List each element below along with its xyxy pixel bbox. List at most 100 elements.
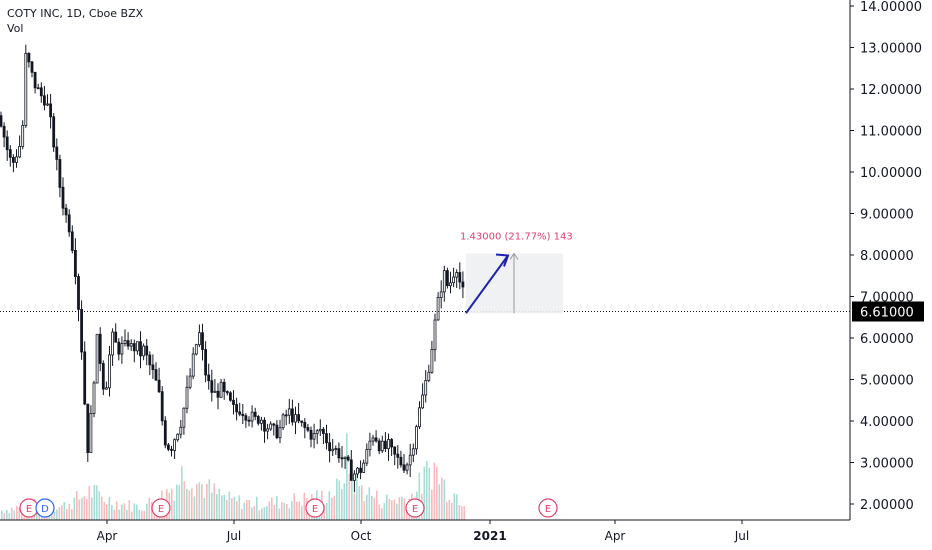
volume-bar [203, 498, 206, 520]
candle-body [228, 392, 232, 401]
volume-bar [113, 509, 116, 520]
volume-bar [256, 496, 258, 520]
volume-bar [226, 499, 228, 520]
volume-bar [241, 509, 243, 520]
candle-body [43, 95, 46, 106]
volume-bar [438, 484, 441, 520]
volume-bar [186, 488, 188, 520]
candle-body [148, 354, 152, 366]
candle-body [135, 341, 139, 352]
y-tick-label: 3.00000 [860, 457, 914, 472]
volume-bar [343, 483, 346, 520]
volume-bar [6, 509, 8, 520]
volume-bar [396, 503, 398, 520]
candle-body [377, 440, 381, 452]
volume-bar [456, 494, 458, 520]
candle-body [303, 421, 307, 428]
volume-bar [373, 497, 376, 520]
volume-bar [128, 500, 131, 520]
candle-body [287, 408, 291, 416]
trend-arrow[interactable] [465, 254, 509, 314]
candle-body [272, 423, 276, 426]
candle-body [5, 136, 9, 151]
candle-body [318, 428, 322, 432]
volume-bar [286, 504, 288, 520]
candle-body [356, 467, 359, 475]
candle-body [49, 103, 52, 118]
volume-indicator-label[interactable]: Vol [7, 22, 24, 35]
candle-body [105, 387, 108, 390]
volume-bar [183, 481, 186, 520]
candle-body [343, 456, 347, 459]
volume-bar [178, 484, 181, 520]
candle-body [337, 448, 341, 459]
volume-bar [213, 483, 216, 520]
earnings-marker-label: E [545, 504, 551, 515]
candle-body [455, 272, 459, 278]
x-tick-label: Apr [605, 529, 626, 543]
volume-bar [426, 461, 428, 520]
volume-bar [268, 501, 271, 520]
volume-bar [451, 502, 453, 520]
earnings-marker[interactable] [151, 498, 171, 518]
volume-bar [73, 497, 76, 520]
candle-body [399, 456, 403, 466]
candle-body [461, 281, 465, 288]
y-tick-label: 4.00000 [860, 415, 914, 430]
dividend-marker[interactable] [35, 498, 55, 518]
y-tick-label: 13.00000 [860, 42, 922, 57]
volume-bar [418, 472, 421, 520]
volume-bar [361, 485, 363, 520]
candle-body [132, 343, 136, 352]
volume-bar [278, 508, 281, 520]
volume-bar [66, 509, 68, 520]
candle-body [442, 270, 446, 293]
candle-body [281, 414, 285, 429]
volume-bar [228, 491, 231, 520]
earnings-marker[interactable] [538, 498, 558, 518]
y-tick-label: 12.00000 [860, 83, 922, 98]
volume-bar [236, 501, 238, 520]
candle-body [8, 149, 12, 158]
candle-body [80, 308, 83, 353]
candle-body [70, 231, 74, 251]
candle-body [402, 464, 406, 471]
candle-body [263, 419, 266, 432]
volume-bar [333, 495, 336, 520]
volume-bar [146, 503, 148, 520]
x-tick-label: Jul [734, 529, 749, 543]
candle-body [436, 296, 440, 321]
volume-bar [263, 507, 266, 520]
candle-body [30, 61, 34, 73]
candle-body [15, 156, 18, 163]
volume-bar [378, 504, 381, 520]
volume-bar [393, 499, 396, 520]
volume-bar [351, 470, 353, 520]
candle-body [259, 419, 263, 424]
volume-bar [76, 491, 78, 520]
candle-body [123, 340, 127, 345]
earnings-marker[interactable] [405, 498, 425, 518]
x-tick-label: Jul [226, 529, 241, 543]
earnings-marker[interactable] [305, 498, 325, 518]
volume-bar [428, 467, 431, 520]
candle-body [92, 382, 96, 414]
symbol-title[interactable]: COTY INC, 1D, Cboe BZX [7, 7, 144, 20]
measure-tool[interactable]: 1.43000 (21.77%) 143 [460, 232, 573, 314]
volume-bar [271, 497, 273, 520]
volume-bar [13, 510, 16, 520]
volume-bar [108, 496, 111, 520]
volume-bar [103, 502, 106, 520]
candle-body [61, 186, 65, 209]
y-tick-label: 10.00000 [860, 166, 922, 181]
volume-bar [441, 477, 443, 520]
candle-body [201, 332, 204, 350]
candle-body [294, 414, 297, 423]
last-price-tag [852, 301, 924, 322]
candle-body [101, 363, 105, 390]
candle-body [241, 413, 245, 417]
candle-body [418, 407, 421, 428]
candlestick-series [0, 44, 465, 493]
last-price-label: 6.61000 [860, 306, 914, 321]
